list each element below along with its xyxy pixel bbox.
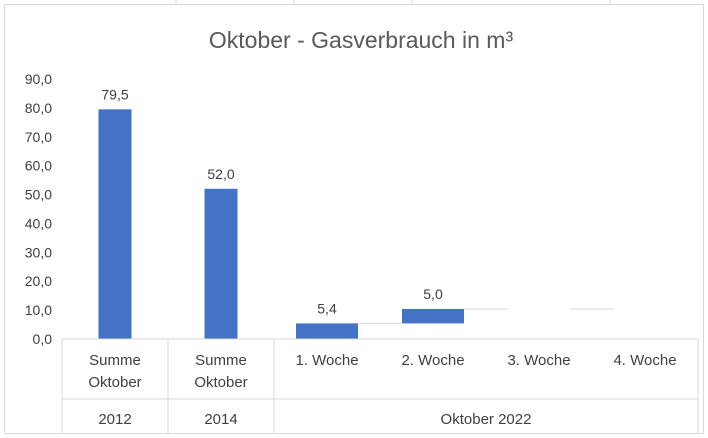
category-label: 4. Woche xyxy=(613,352,676,369)
group-label: Oktober 2022 xyxy=(441,411,532,428)
y-tick-label: 50,0 xyxy=(25,187,52,203)
category-label: 1. Woche xyxy=(295,352,358,369)
category-label: Oktober xyxy=(194,374,247,391)
group-label: 2014 xyxy=(204,411,237,428)
chart-area[interactable]: Oktober - Gasverbrauch in m³ 0,0 10,0 20,0… xyxy=(4,4,704,434)
y-tick-label: 30,0 xyxy=(25,244,52,260)
category-label: Oktober xyxy=(88,374,141,391)
chart: Oktober - Gasverbrauch in m³ 0,0 10,0 20,0… xyxy=(25,27,699,434)
data-label: 5,0 xyxy=(423,286,443,302)
y-tick-label: 0,0 xyxy=(33,331,53,347)
data-label: 79,5 xyxy=(101,86,128,102)
y-tick-label: 40,0 xyxy=(25,215,52,231)
bar xyxy=(98,109,132,339)
bar xyxy=(296,323,358,339)
y-tick-label: 10,0 xyxy=(25,302,52,318)
y-tick-label: 60,0 xyxy=(25,158,52,174)
y-tick-label: 90,0 xyxy=(25,71,52,87)
y-tick-label: 70,0 xyxy=(25,129,52,145)
category-label: 3. Woche xyxy=(507,352,570,369)
x-axis: 2012 2014 Oktober 2022 Summe Oktober Summe Okt… xyxy=(61,338,699,434)
y-axis-tick-labels: 0,0 10,0 20,0 30,0 40,0 50,0 60,0 70,0 80,0 90,0 xyxy=(25,71,52,347)
data-label: 52,0 xyxy=(207,166,234,182)
y-tick-label: 20,0 xyxy=(25,273,52,289)
chart-title: Oktober - Gasverbrauch in m³ xyxy=(209,27,514,53)
category-label: 2. Woche xyxy=(401,352,464,369)
category-label: Summe xyxy=(195,352,247,369)
bars xyxy=(98,109,614,339)
data-label: 5,4 xyxy=(317,300,337,316)
y-tick-label: 80,0 xyxy=(25,100,52,116)
group-label: 2012 xyxy=(98,411,131,428)
bar xyxy=(204,188,238,339)
category-label: Summe xyxy=(89,352,141,369)
bar xyxy=(402,308,464,324)
data-labels: 79,5 52,0 5,4 5,0 xyxy=(101,86,443,316)
